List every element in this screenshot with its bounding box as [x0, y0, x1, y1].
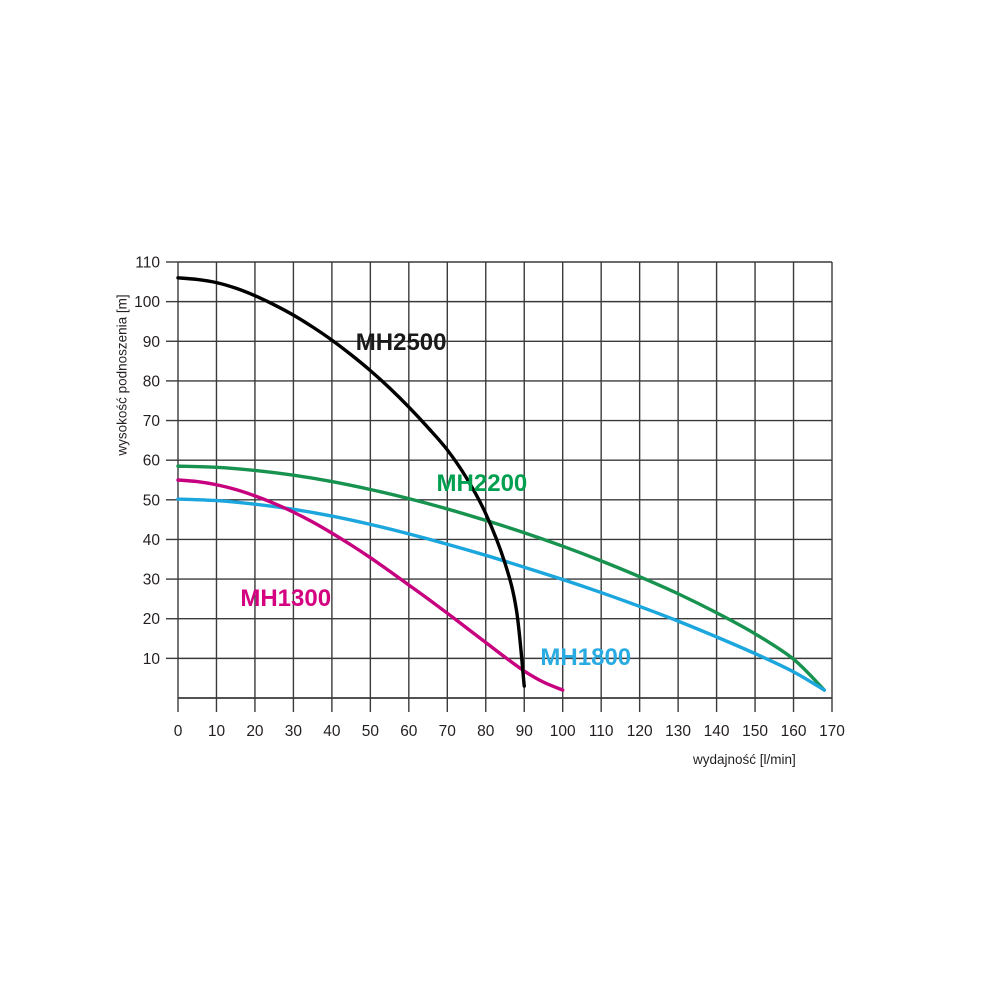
- y-tick-label: 90: [143, 334, 161, 351]
- x-tick-label: 90: [516, 723, 534, 740]
- series-curve-mh1300: [176, 478, 565, 692]
- x-tick-label: 100: [550, 723, 576, 740]
- x-tick-label: 0: [174, 723, 183, 740]
- x-tick-label: 30: [285, 723, 303, 740]
- y-tick-label: 50: [143, 492, 161, 509]
- y-tick-label: 10: [143, 651, 161, 668]
- y-tick-label: 40: [143, 532, 161, 549]
- x-tick-label: 10: [208, 723, 226, 740]
- series-curve-mh2500: [176, 276, 526, 688]
- series-label-mh2500: MH2500: [355, 329, 447, 357]
- x-tick-label: 150: [742, 723, 768, 740]
- x-tick-label: 140: [704, 723, 730, 740]
- series-label-mh2200: MH2200: [436, 469, 528, 497]
- y-tick-label: 70: [143, 413, 161, 430]
- x-tick-label: 70: [439, 723, 457, 740]
- x-tick-label: 80: [477, 723, 495, 740]
- x-tick-label: 40: [323, 723, 341, 740]
- series-label-mh1800: MH1800: [540, 644, 632, 672]
- y-tick-label: 110: [135, 255, 160, 272]
- y-tick-label: 60: [143, 453, 161, 470]
- y-axis-title-text: wysokość podnoszenia [m]: [114, 294, 130, 456]
- y-tick-label: 100: [134, 294, 160, 311]
- series-label-mh1300: MH1300: [240, 584, 332, 612]
- y-tick-label: 30: [143, 572, 161, 589]
- x-tick-label: 130: [665, 723, 691, 740]
- y-tick-label: 20: [143, 611, 161, 628]
- x-tick-label: 110: [589, 723, 614, 740]
- axis-ticks: [166, 261, 833, 712]
- x-tick-label: 170: [819, 723, 845, 740]
- x-tick-label: 160: [781, 723, 807, 740]
- x-tick-label: 50: [362, 723, 380, 740]
- x-axis-title: wydajność [l/min]: [693, 752, 796, 767]
- grid-lines: [177, 261, 833, 699]
- x-tick-label: 120: [627, 723, 653, 740]
- y-axis-title: wysokość podnoszenia [m]: [113, 250, 131, 500]
- x-tick-label: 60: [400, 723, 418, 740]
- x-tick-label: 20: [246, 723, 264, 740]
- y-tick-label: 80: [143, 373, 161, 390]
- series-curve-mh2200: [176, 464, 827, 692]
- series-curves: [176, 276, 827, 692]
- axis-tick-labels: 10 20 30 40 50 60 70 80 90 100 110 0 10 20 30 40 50 60 70 8…: [134, 255, 845, 741]
